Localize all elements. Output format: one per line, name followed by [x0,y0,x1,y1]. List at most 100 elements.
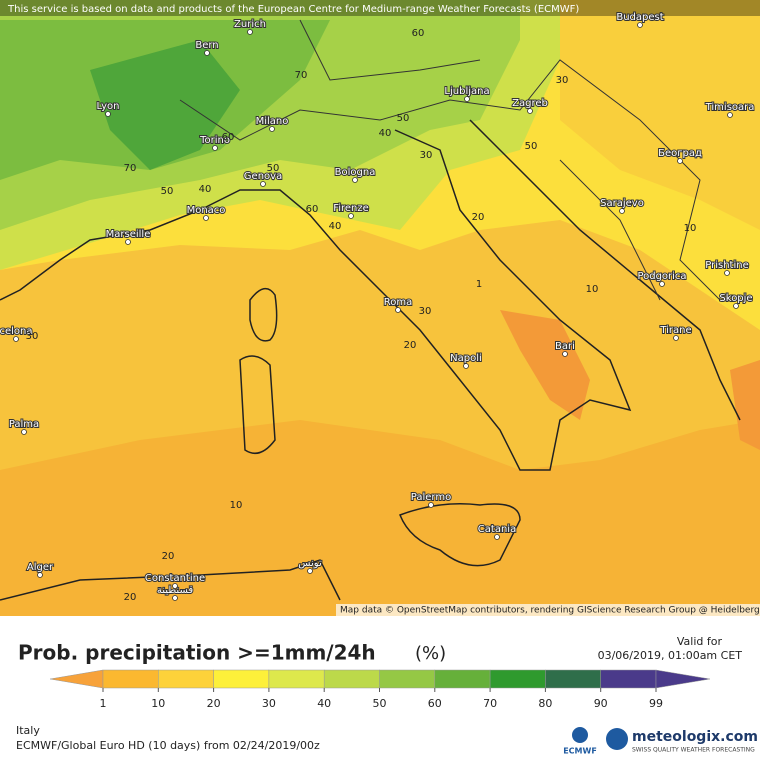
field-east [560,0,760,230]
contour-label: 30 [26,331,39,342]
contour-label: 40 [379,128,392,139]
city-label: Bern [195,40,218,51]
city-dot [260,181,266,187]
legend-swatch [158,669,214,689]
city-dot [463,363,469,369]
contour-label: 50 [525,141,538,152]
contour-label: 60 [306,204,319,215]
city-label: celona [0,326,33,337]
ecmwf-icon [572,727,588,743]
city-dot [204,50,210,56]
ecmwf-logo: ECMWF [563,747,597,756]
city-dot [105,111,111,117]
city-label: Ljubljana [444,86,489,97]
contour-label: 30 [419,306,432,317]
legend-swatch [102,669,159,689]
legend-tick-label: 1 [100,697,107,710]
city-dot [203,215,209,221]
brand: meteologix.com [632,729,758,745]
city-dot [395,307,401,313]
contour-label: 60 [412,28,425,39]
city-dot [269,126,275,132]
legend-swatch [489,669,546,689]
tagline: SWISS QUALITY WEATHER FORECASTING [632,747,755,754]
legend-arrow-low [49,669,104,689]
contour-label: 20 [162,551,175,562]
city-dot [464,96,470,102]
city-label: Firenze [333,203,369,214]
contour-label: 10 [684,223,697,234]
contour-label: 50 [267,163,280,174]
contour-label: 10 [230,500,243,511]
contour-label: 40 [199,184,212,195]
field-apulia [500,310,590,420]
legend-tick-label: 10 [151,697,165,710]
city-label: Budapest [616,12,663,23]
city-label: Bari [555,341,575,352]
legend-tick-label: 60 [428,697,442,710]
attribution-bar [0,0,760,16]
city-dot [637,22,643,28]
legend-tick-label: 70 [483,697,497,710]
region: Italy [16,724,40,737]
city-label: Prishtine [705,260,748,271]
city-label: قسنطينة [157,585,194,596]
legend-tick-label: 30 [262,697,276,710]
city-dot [527,108,533,114]
map-credit: Map data © OpenStreetMap contributors, r… [340,606,760,616]
city-label: Genova [244,171,282,182]
city-label: Torino [199,135,230,146]
city-label: Marseille [106,229,151,240]
contour-label: 50 [161,186,174,197]
legend-swatch [600,669,657,689]
city-dot [212,145,218,151]
contour-label: 10 [586,284,599,295]
brand-icon [606,728,628,750]
city-dot [352,177,358,183]
city-label: Monaco [187,205,226,216]
city-label: Београд [658,148,702,159]
field-south [0,420,760,616]
attribution: This service is based on data and produc… [7,4,579,15]
city-label: Podgorica [637,271,686,282]
contour-label: 40 [329,221,342,232]
contour-label: 70 [295,70,308,81]
unit: (%) [415,643,446,664]
city-label: Bologna [335,167,376,178]
field-greece [730,360,760,450]
city-dot [247,29,253,35]
coastline-sicily [399,503,521,567]
legend-swatch [434,669,491,689]
city-label: Palma [9,419,39,430]
city-dot [619,208,625,214]
credit-bar [336,604,760,616]
coastline-italy [0,129,632,471]
city-dot [21,429,27,435]
legend-tick-label: 99 [649,697,663,710]
contour-label: 50 [397,113,410,124]
city-dot [677,158,683,164]
city-dot [428,502,434,508]
city-label: Lyon [96,101,119,112]
legend-swatch [213,669,270,689]
legend-swatch [323,669,380,689]
contour-label: 30 [420,150,433,161]
city-label: Timisoara [705,102,755,113]
model: ECMWF/Global Euro HD (10 days) from 02/2… [16,739,320,752]
city-dot [348,213,354,219]
city-label: Sarajevo [600,198,644,209]
valid-time: 03/06/2019, 01:00am CET [598,649,743,662]
legend-arrow-high [655,669,711,689]
city-dot [562,351,568,357]
legend-tick-label: 20 [207,697,221,710]
legend-tick-label: 90 [594,697,608,710]
city-dot [37,572,43,578]
contour-label: 70 [124,163,137,174]
city-label: Zagreb [512,98,548,109]
city-label: Palermo [411,492,451,503]
contour-label: 20 [404,340,417,351]
city-dot [125,239,131,245]
map: This service is based on data and produc… [0,0,760,616]
legend-swatch [268,669,325,689]
